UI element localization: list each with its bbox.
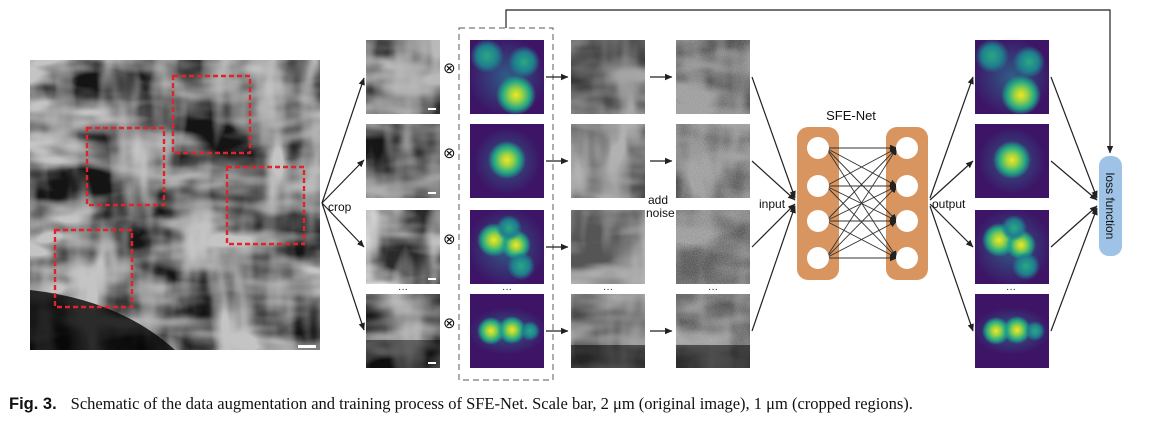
heatmap-2 (470, 124, 544, 198)
output-heatmap-4 (972, 294, 1052, 368)
input-node (807, 247, 829, 269)
figure-caption: Fig. 3. Schematic of the data augmentatio… (9, 394, 1144, 414)
ellipsis-col1: ··· (398, 284, 408, 295)
ellipsis-col5: ··· (1006, 284, 1016, 295)
cropped-image-1 (366, 40, 440, 114)
cropped-image-4 (366, 294, 440, 368)
output-heatmap-1 (972, 37, 1052, 117)
multiply-symbol-2: ⊗ (443, 145, 456, 162)
input-node (807, 175, 829, 197)
sfe-net-block: SFE-Net (797, 108, 928, 280)
output-node (896, 247, 918, 269)
crop-region-1 (171, 74, 252, 155)
ellipsis-col3: ··· (603, 284, 613, 295)
ground-truth-path (505, 9, 1114, 154)
caption-text: Schematic of the data augmentation and t… (70, 394, 913, 413)
output-arrows (929, 76, 974, 332)
loss-function-box: loss function (1099, 156, 1122, 256)
heatmap-1 (467, 37, 547, 117)
cropped-image-3 (366, 210, 440, 284)
output-label: output (932, 197, 966, 211)
ellipsis-col4: ··· (708, 284, 718, 295)
heatmaps-column (467, 37, 547, 368)
multiply-symbol-4: ⊗ (443, 315, 456, 332)
add-noise-label-line1: add (648, 193, 668, 207)
crop-label: crop (328, 200, 352, 214)
loss-function-label: loss function (1103, 173, 1117, 240)
network-nodes (807, 137, 918, 269)
output-node (896, 175, 918, 197)
loss-arrows (1050, 76, 1098, 332)
noisy-image-1 (676, 40, 750, 114)
input-node (807, 137, 829, 159)
crop-region-3 (225, 165, 306, 246)
caption-label: Fig. 3. (9, 395, 57, 413)
cropped-images-column (366, 40, 440, 368)
network-output-layer (886, 127, 928, 280)
noise-arrows (650, 73, 673, 335)
blurred-image-2 (571, 124, 645, 198)
cropped-image-2 (366, 124, 440, 198)
noisy-image-2 (676, 124, 750, 198)
multiply-symbol-1: ⊗ (443, 60, 456, 77)
scale-bar (298, 345, 316, 348)
blurred-images-column (571, 40, 645, 368)
blurred-image-3 (571, 210, 645, 284)
network-title: SFE-Net (826, 108, 876, 123)
add-noise-label-line2: noise (646, 206, 675, 220)
heatmap-3 (467, 207, 547, 287)
original-microscopy-image (30, 60, 320, 350)
output-heatmaps-column (972, 37, 1052, 368)
blurred-image-1 (571, 40, 645, 114)
ellipsis-marks: ··· ··· ··· ··· ··· (398, 284, 1016, 295)
multiply-symbol-3: ⊗ (443, 231, 456, 248)
ellipsis-col2: ··· (502, 284, 512, 295)
crop-arrows (321, 77, 365, 331)
input-arrows (751, 76, 796, 332)
noisy-image-3 (676, 210, 750, 284)
output-node (896, 137, 918, 159)
crop-regions (53, 74, 306, 309)
noisy-image-4 (676, 294, 750, 368)
input-label: input (759, 197, 786, 211)
heatmap-4 (467, 294, 547, 368)
network-input-layer (797, 127, 839, 280)
output-node (896, 210, 918, 232)
output-heatmap-3 (972, 207, 1052, 287)
crop-region-4 (53, 228, 134, 309)
blurred-image-4 (571, 294, 645, 368)
crop-region-2 (85, 126, 166, 207)
noisy-images-column (676, 40, 750, 368)
multiply-symbols: ⊗ ⊗ ⊗ ⊗ (443, 60, 456, 332)
heatmap-group-box (458, 27, 554, 381)
network-connections (825, 144, 898, 262)
input-node (807, 210, 829, 232)
convolve-arrows (546, 73, 569, 335)
output-heatmap-2 (975, 124, 1049, 198)
